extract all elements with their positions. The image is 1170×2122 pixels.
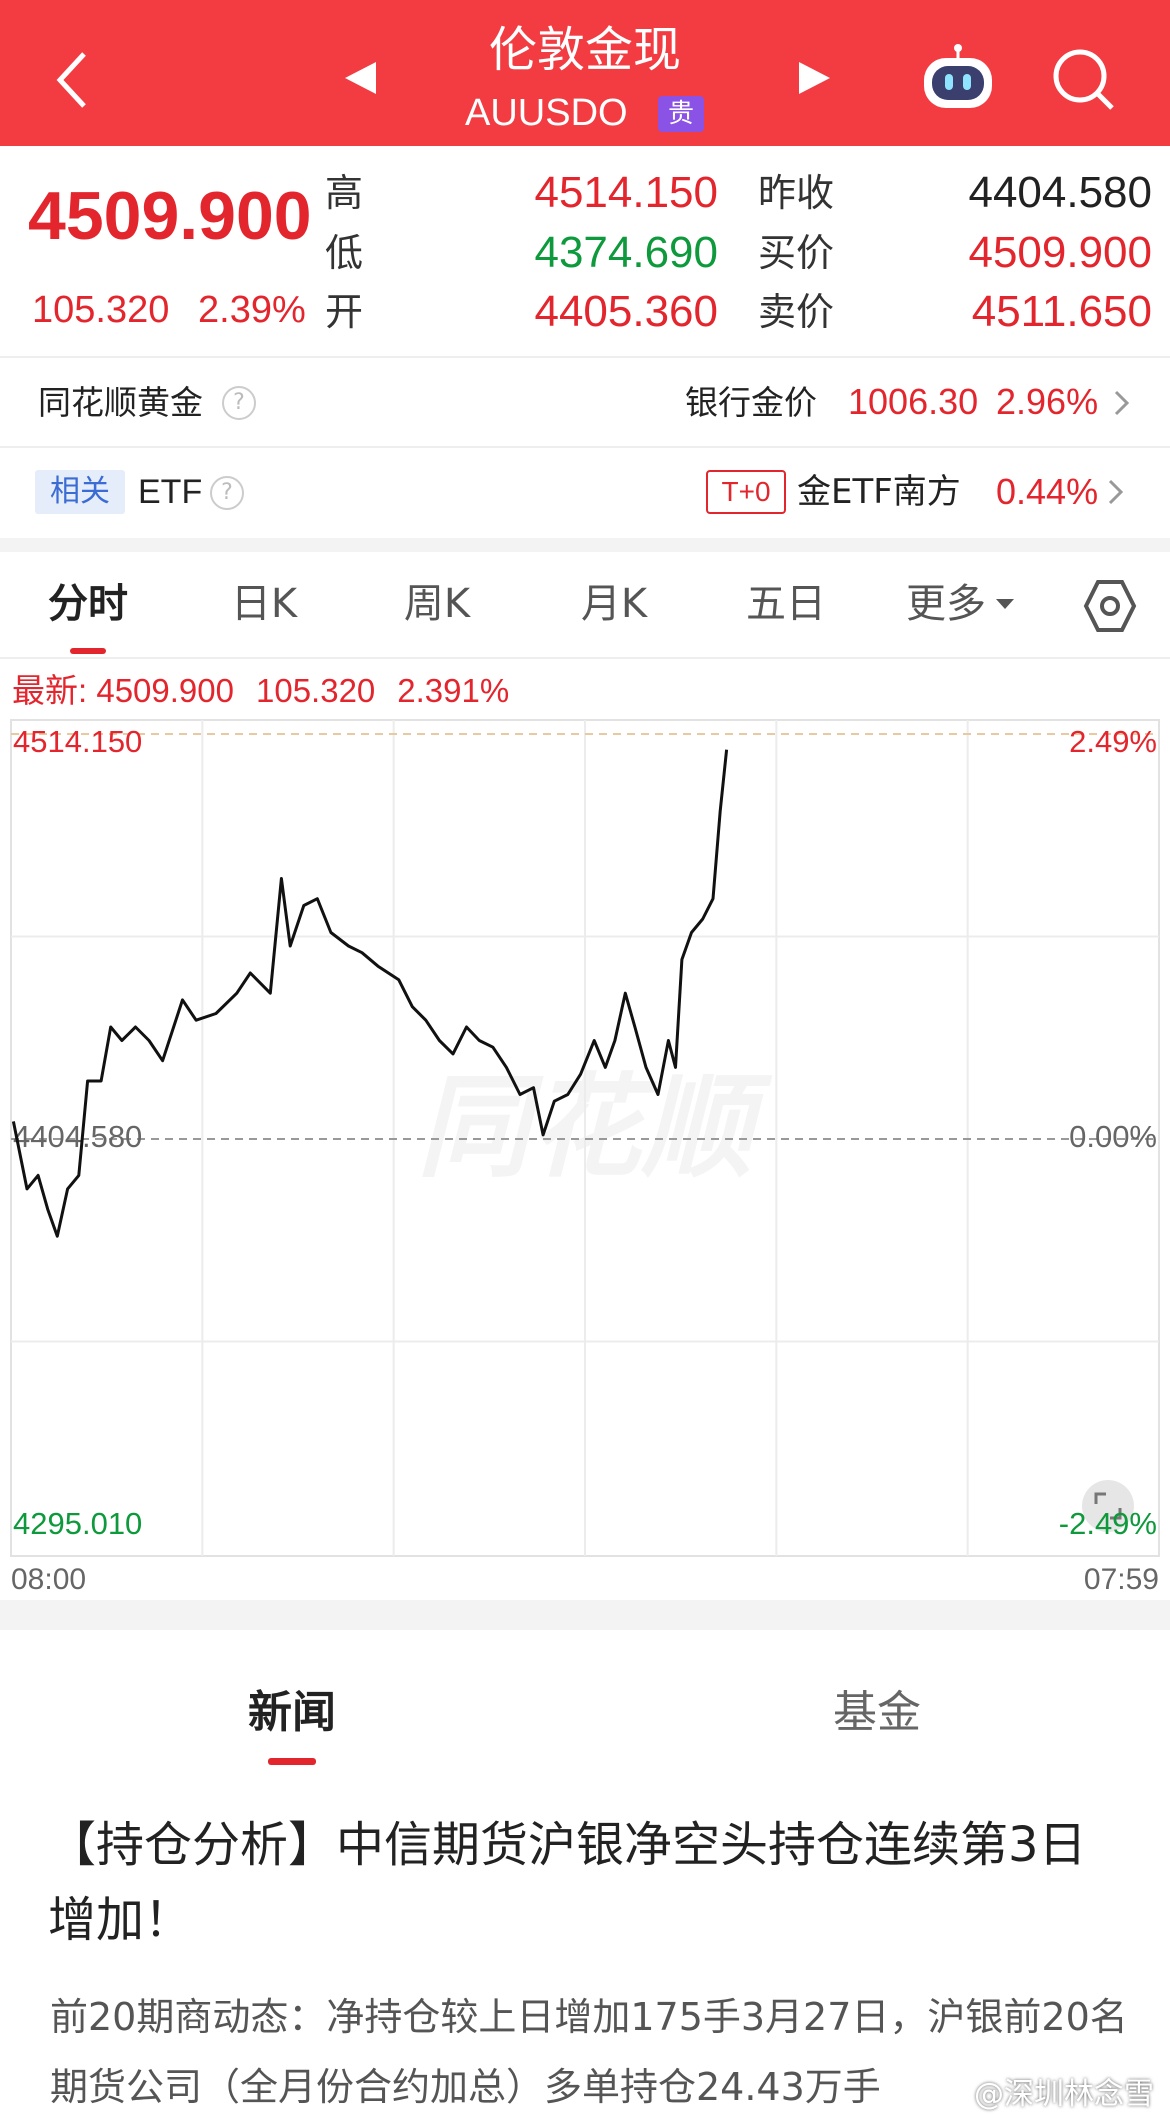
field-value: 4374.690 <box>534 228 718 277</box>
bank-gold-label[interactable]: 银行金价 <box>685 383 817 422</box>
y2-tick-label: 0.00% <box>1069 1119 1157 1154</box>
price-line <box>11 749 729 1238</box>
period-tab[interactable]: 分时 <box>48 581 128 627</box>
etf-fund[interactable]: 金ETF南方 <box>797 472 961 512</box>
y-tick-label: 4295.010 <box>13 1506 142 1541</box>
period-tab[interactable]: 五日 <box>746 581 826 627</box>
field-label: 买价 <box>758 231 835 275</box>
period-tab[interactable]: 月K <box>580 581 648 627</box>
latest-price: 4509.900 <box>96 672 234 709</box>
latest-pct: 2.391% <box>397 672 510 709</box>
chevron[interactable] <box>1106 477 1126 507</box>
divider <box>0 657 1170 659</box>
help-icon[interactable]: ? <box>210 476 244 510</box>
field-value: 4509.900 <box>968 228 1152 277</box>
divider <box>0 446 1170 448</box>
latest-row: 最新: 4509.900 105.320 2.391% <box>12 672 509 710</box>
y2-tick-label: 2.49% <box>1069 724 1157 759</box>
divider <box>0 356 1170 358</box>
header-icons <box>56 44 1114 110</box>
settings-button[interactable] <box>1082 578 1138 634</box>
etf-label: ETF <box>138 473 203 511</box>
field-label: 低 <box>325 231 364 275</box>
article-title[interactable]: 【持仓分析】中信期货沪银净空头持仓连续第3日增加！ <box>48 1817 1087 1948</box>
field-value: 4511.650 <box>971 287 1152 336</box>
y-tick-label: 4514.150 <box>13 724 142 759</box>
field-value: 4405.360 <box>534 287 718 336</box>
period-tab[interactable]: 日K <box>230 581 298 627</box>
y-tick-label: 4404.580 <box>13 1119 142 1154</box>
price-change: 105.320 <box>32 289 170 331</box>
prev-button[interactable] <box>345 62 376 94</box>
field-label: 昨收 <box>758 171 835 215</box>
help-icon[interactable]: ? <box>222 386 256 420</box>
field-label: 卖价 <box>758 290 835 334</box>
robot-icon[interactable] <box>924 44 992 108</box>
news-tab[interactable]: 新闻 <box>248 1687 336 1738</box>
period-tab[interactable]: 更多 <box>906 581 986 627</box>
section-gap <box>0 1600 1170 1630</box>
last-price: 4509.900 <box>28 178 312 254</box>
x-tick-label: 07:59 <box>1084 1563 1159 1596</box>
section-gap <box>0 538 1170 552</box>
field-label: 开 <box>325 290 364 334</box>
category-badge: 贵 <box>658 96 704 132</box>
article-body[interactable]: 前20期商动态：净持仓较上日增加175手3月27日，沪银前20名期货公司（全月份… <box>50 1995 1128 2109</box>
t0-badge: T+0 <box>706 470 786 514</box>
back-button[interactable] <box>56 52 86 108</box>
tab-indicator <box>268 1758 316 1765</box>
period-tab[interactable]: 周K <box>403 581 471 627</box>
price-change-pct: 2.39% <box>198 289 306 331</box>
latest-change: 105.320 <box>255 672 376 709</box>
latest-label: 最新: 4509.900 <box>12 672 234 710</box>
y2-tick-label: -2.49% <box>1059 1506 1157 1541</box>
search-button[interactable] <box>1053 49 1114 110</box>
next-button[interactable] <box>799 62 830 94</box>
dropdown-arrow[interactable] <box>994 596 1018 612</box>
field-value: 4514.150 <box>534 168 718 217</box>
watermark: 同花顺 <box>417 1063 773 1193</box>
latest-label-text: 最新: <box>12 672 88 709</box>
chevron[interactable] <box>1112 388 1132 418</box>
bank-gold-pct: 2.96% <box>996 381 1099 422</box>
etf-pct: 0.44% <box>996 471 1099 512</box>
intraday-chart: 同花顺 4295.010 -2.49% 4404.580 0.00% 4514.150 2… <box>10 719 1160 1596</box>
gold-label[interactable]: 同花顺黄金 <box>38 383 203 422</box>
bank-gold-price: 1006.30 <box>848 381 979 422</box>
field-label: 高 <box>325 171 364 215</box>
tab-indicator <box>70 648 106 654</box>
credit: @深圳林念雪 <box>974 2077 1154 2112</box>
news-tab[interactable]: 基金 <box>833 1687 921 1738</box>
symbol-code: AUUSDO <box>465 92 628 134</box>
x-tick-label: 08:00 <box>11 1563 86 1596</box>
page-title: 伦敦金现 <box>488 22 681 78</box>
fullscreen-button[interactable] <box>1082 1480 1134 1532</box>
related-tag: 相关 <box>35 470 125 514</box>
field-value: 4404.580 <box>968 168 1152 217</box>
